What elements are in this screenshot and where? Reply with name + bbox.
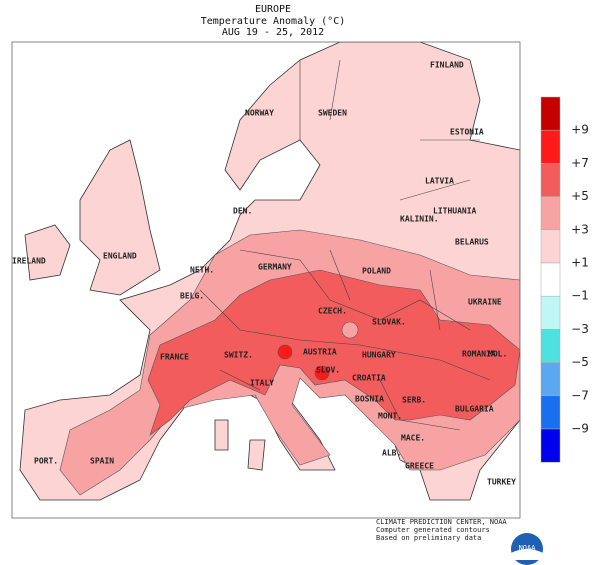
- legend-swatch: [540, 129, 561, 164]
- legend-label: −1: [571, 289, 589, 303]
- legend-label: −9: [571, 422, 589, 436]
- country-label: UKRAINE: [468, 298, 502, 307]
- country-label: ITALY: [250, 379, 274, 388]
- title-region: EUROPE: [255, 4, 291, 15]
- map: [12, 42, 520, 518]
- legend-swatch: [540, 96, 561, 131]
- country-label: LATVIA: [425, 177, 454, 186]
- legend-swatch: [540, 163, 561, 197]
- credit-line: Based on preliminary data: [376, 534, 481, 542]
- country-label: DEN.: [233, 207, 252, 216]
- country-label: BOSNIA: [355, 395, 384, 404]
- country-label: ALB.: [382, 449, 401, 458]
- country-label: SLOV.: [316, 366, 340, 375]
- country-label: SPAIN: [90, 457, 114, 466]
- legend-swatch: [540, 262, 561, 297]
- title: EUROPE Temperature Anomaly (°C) AUG 19 -…: [201, 4, 346, 38]
- legend-swatch: [540, 362, 561, 397]
- country-label: ENGLAND: [103, 252, 137, 261]
- country-label: SLOVAK.: [372, 318, 406, 327]
- legend-swatch: [540, 229, 561, 264]
- country-label: IRELAND: [12, 257, 46, 266]
- country-label: LITHUANIA: [433, 207, 477, 216]
- country-label: ROMANIA: [462, 350, 496, 359]
- country-label: PORT.: [34, 457, 58, 466]
- logo-text: NOAA: [519, 544, 537, 552]
- country-label: NETH.: [190, 266, 214, 275]
- country-label: BULGARIA: [455, 405, 494, 414]
- legend: +9 +7 +5 +3 +1 −1 −3 −5 −7 −9: [540, 96, 589, 463]
- country-label: MOL.: [488, 350, 507, 359]
- country-label: FRANCE: [160, 353, 189, 362]
- country-labels: FINLAND NORWAY SWEDEN ESTONIA LATVIA DEN. KALI…: [12, 61, 516, 487]
- country-label: AUSTRIA: [303, 348, 337, 357]
- legend-label: −3: [571, 322, 589, 336]
- credit-line: Computer generated contours: [376, 526, 490, 534]
- country-label: CZECH.: [318, 307, 347, 316]
- country-label: ESTONIA: [450, 128, 484, 137]
- country-label: BELG.: [180, 292, 204, 301]
- country-label: FINLAND: [430, 61, 464, 70]
- legend-label: +5: [571, 189, 589, 203]
- country-label: MACE.: [401, 434, 425, 443]
- country-label: HUNGARY: [362, 351, 396, 360]
- legend-swatch: [540, 196, 561, 231]
- logo-wave: [511, 549, 543, 560]
- country-label: TURKEY: [487, 478, 516, 487]
- legend-swatch: [540, 395, 561, 430]
- country-label: BELARUS: [455, 238, 489, 247]
- legend-label: +3: [571, 222, 589, 236]
- legend-label: +9: [571, 123, 589, 137]
- country-label: GERMANY: [258, 263, 292, 272]
- credit-line: CLIMATE PREDICTION CENTER, NOAA: [376, 518, 507, 526]
- country-label: POLAND: [362, 267, 391, 276]
- title-dates: AUG 19 - 25, 2012: [222, 27, 324, 38]
- legend-swatch: [540, 428, 561, 463]
- legend-swatch: [540, 329, 561, 363]
- country-label: GREECE: [405, 462, 434, 471]
- country-label: KALININ.: [400, 215, 439, 224]
- country-label: CROATIA: [352, 374, 386, 383]
- legend-label: +7: [571, 156, 589, 170]
- legend-swatch: [540, 295, 561, 330]
- country-label: NORWAY: [245, 109, 274, 118]
- legend-label: −7: [571, 388, 589, 402]
- country-label: SERB.: [402, 396, 426, 405]
- legend-label: −5: [571, 355, 589, 369]
- noaa-logo: NOAA: [511, 533, 543, 565]
- country-label: SWEDEN: [318, 109, 347, 118]
- credits: CLIMATE PREDICTION CENTER, NOAAComputer …: [376, 518, 507, 542]
- country-label: MONT.: [378, 412, 402, 421]
- country-label: SWITZ.: [224, 351, 253, 360]
- title-subtitle: Temperature Anomaly (°C): [201, 16, 346, 27]
- legend-label: +1: [571, 256, 589, 270]
